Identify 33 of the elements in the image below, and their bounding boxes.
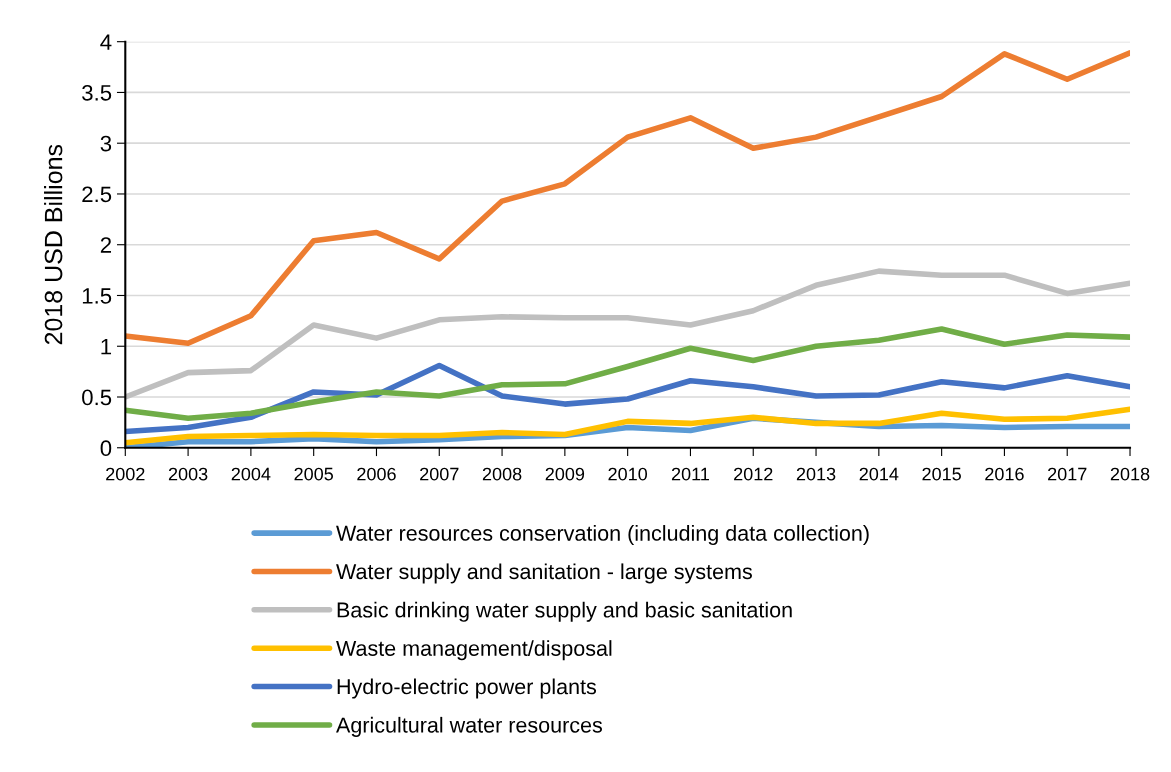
- y-tick-label: 1: [101, 339, 112, 355]
- x-tick-label: 2008: [482, 467, 522, 481]
- y-tick-label: 0: [100, 440, 112, 457]
- x-tick-label: 2011: [671, 467, 709, 481]
- x-tick-label: 2013: [796, 467, 836, 481]
- x-tick-label: 2012: [734, 467, 773, 481]
- legend-label: Waste management/disposal: [336, 640, 612, 661]
- x-tick-label: 2006: [357, 467, 396, 481]
- legend-label: Hydro-electric power plants: [337, 678, 597, 699]
- y-tick-label: 2.5: [82, 186, 112, 203]
- y-tick-label: 2: [100, 237, 111, 253]
- y-tick-label: 3.5: [82, 84, 112, 101]
- y-tick-label: 1.5: [82, 288, 112, 304]
- x-tick-label: 2002: [106, 467, 145, 481]
- x-tick-label: 2018: [1110, 467, 1150, 481]
- legend-label: Water resources conservation (including data collection): [336, 525, 869, 546]
- legend-label: Agricultural water resources: [336, 716, 602, 737]
- x-tick-label: 2005: [294, 467, 334, 481]
- x-tick-label: 2004: [231, 467, 271, 481]
- legend-label: Basic drinking water supply and basic sanitation: [337, 601, 792, 622]
- y-tick-label: 4: [100, 34, 112, 50]
- x-tick-label: 2010: [608, 467, 648, 481]
- y-tick-label: 3: [100, 135, 112, 152]
- x-tick-label: 2014: [859, 467, 899, 481]
- x-tick-label: 2003: [168, 467, 208, 481]
- x-tick-label: 2017: [1048, 467, 1087, 481]
- x-tick-label: 2009: [545, 467, 585, 481]
- y-axis-title: 2018 USD Billions: [44, 144, 63, 345]
- x-tick-label: 2016: [985, 467, 1024, 481]
- legend-label: Water supply and sanitation - large systems: [336, 563, 752, 584]
- x-tick-label: 2015: [922, 467, 961, 481]
- x-tick-label: 2007: [420, 467, 459, 481]
- y-tick-label: 0.5: [82, 389, 112, 406]
